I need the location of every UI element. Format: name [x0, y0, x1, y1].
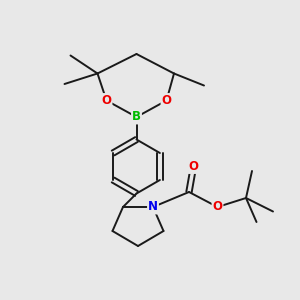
Text: O: O — [101, 94, 112, 107]
Text: O: O — [188, 160, 199, 173]
Text: B: B — [132, 110, 141, 124]
Text: N: N — [148, 200, 158, 214]
Text: O: O — [212, 200, 223, 214]
Text: O: O — [161, 94, 172, 107]
